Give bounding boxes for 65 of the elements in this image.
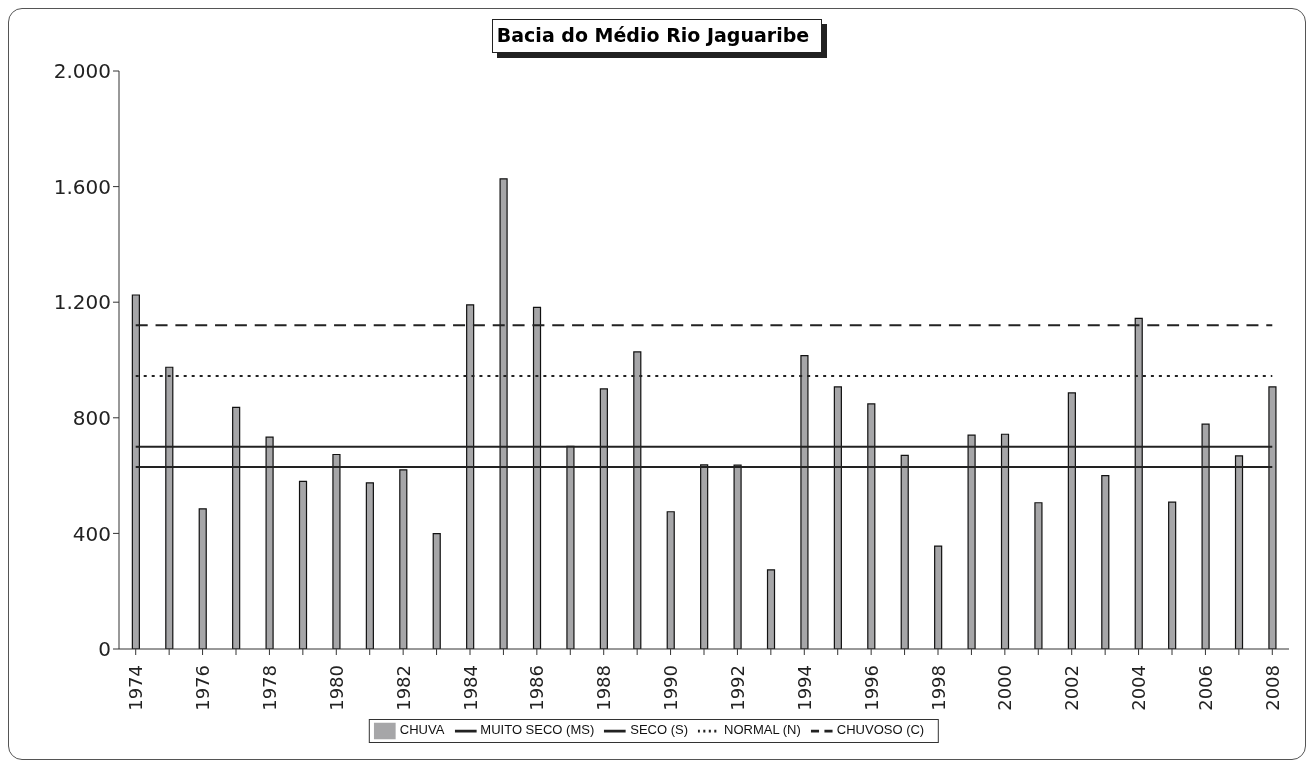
legend-label: NORMAL (N): [724, 722, 801, 738]
bar: [432, 533, 441, 649]
legend-label: CHUVOSO (C): [836, 722, 925, 738]
bar: [1067, 392, 1076, 649]
bar: [198, 508, 207, 649]
bar: [800, 355, 809, 649]
x-tick-label: 1998: [927, 665, 949, 711]
bar: [766, 569, 776, 649]
bar: [1268, 386, 1277, 649]
bar: [1168, 501, 1177, 649]
x-tick-label: 1990: [660, 665, 682, 711]
bar: [499, 178, 508, 649]
bar: [365, 482, 374, 649]
bar: [1134, 317, 1143, 649]
bar: [967, 434, 976, 649]
bar: [867, 403, 876, 649]
y-tick-label: 800: [72, 405, 111, 430]
bar: [733, 464, 742, 649]
y-tick-label: 2.000: [53, 59, 111, 84]
x-tick-label: 1984: [459, 665, 481, 711]
bar: [700, 464, 709, 649]
bar: [833, 386, 842, 649]
bar: [298, 480, 308, 649]
bar: [566, 445, 575, 649]
x-tick-label: 1988: [593, 665, 615, 711]
x-tick-label: 2004: [1128, 665, 1150, 711]
bar: [265, 436, 274, 649]
bar: [131, 294, 140, 649]
y-tick-label: 0: [98, 637, 111, 662]
x-tick-label: 1992: [726, 665, 748, 711]
x-tick-label: 2008: [1261, 665, 1283, 711]
bar: [633, 351, 642, 649]
bar: [1034, 502, 1043, 649]
bar: [934, 545, 943, 649]
bar: [232, 406, 241, 649]
x-tick-label: 1986: [526, 665, 548, 711]
x-tick-label: 2000: [994, 665, 1016, 711]
y-tick-label: 1.200: [53, 290, 111, 315]
bar: [1234, 455, 1244, 649]
y-tick-label: 1.600: [53, 174, 111, 199]
chart-title: Bacia do Médio Rio Jaguaribe: [491, 19, 823, 53]
bar: [399, 469, 408, 649]
y-tick-label: 400: [72, 521, 111, 546]
x-tick-label: 1980: [325, 665, 347, 711]
bar: [1201, 423, 1210, 649]
bar: [165, 366, 174, 649]
x-tick-label: 2006: [1194, 665, 1216, 711]
x-tick-label: 1982: [392, 665, 414, 711]
bar: [1101, 475, 1110, 649]
bar: [900, 454, 909, 649]
bar: [532, 306, 542, 649]
legend-label: MUITO SECO (MS): [480, 722, 595, 738]
legend-label: SECO (S): [630, 722, 689, 738]
bar: [666, 511, 675, 649]
legend-label: CHUVA: [399, 722, 445, 738]
bar: [466, 304, 475, 649]
x-tick-label: 2002: [1061, 665, 1083, 711]
x-tick-label: 1996: [860, 665, 882, 711]
x-tick-label: 1994: [793, 665, 815, 711]
bar: [599, 388, 608, 649]
bar: [332, 453, 341, 649]
x-tick-label: 1978: [258, 665, 280, 711]
bar: [1000, 433, 1010, 649]
x-tick-label: 1974: [125, 665, 147, 711]
x-tick-label: 1976: [192, 665, 214, 711]
